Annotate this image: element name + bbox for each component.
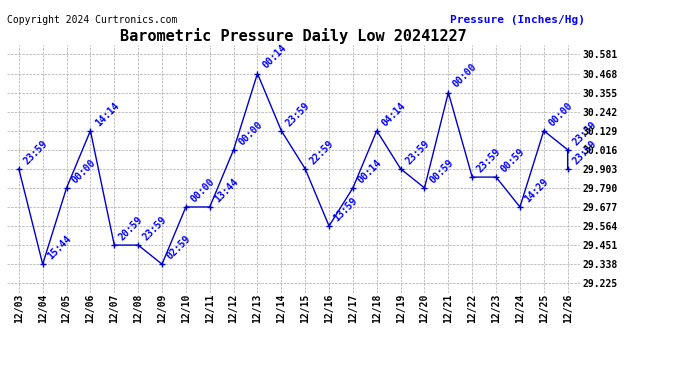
Text: 23:59: 23:59 xyxy=(571,119,598,147)
Text: 00:00: 00:00 xyxy=(188,176,217,204)
Text: 13:44: 13:44 xyxy=(213,176,240,204)
Text: 13:59: 13:59 xyxy=(332,195,359,223)
Text: 22:59: 22:59 xyxy=(308,138,336,166)
Text: 00:59: 00:59 xyxy=(499,147,526,174)
Text: 02:59: 02:59 xyxy=(165,234,193,261)
Text: 23:59: 23:59 xyxy=(284,100,312,128)
Text: 00:00: 00:00 xyxy=(451,62,479,90)
Text: 20:59: 20:59 xyxy=(117,214,145,242)
Text: 15:44: 15:44 xyxy=(46,234,73,261)
Text: 23:59: 23:59 xyxy=(571,138,598,166)
Text: 23:59: 23:59 xyxy=(21,138,50,166)
Text: 14:29: 14:29 xyxy=(523,176,551,204)
Text: 14:14: 14:14 xyxy=(93,100,121,128)
Text: 00:14: 00:14 xyxy=(260,43,288,71)
Text: 04:14: 04:14 xyxy=(380,100,407,128)
Text: 00:00: 00:00 xyxy=(546,100,575,128)
Text: 23:59: 23:59 xyxy=(141,214,169,242)
Text: 00:59: 00:59 xyxy=(427,157,455,185)
Text: Copyright 2024 Curtronics.com: Copyright 2024 Curtronics.com xyxy=(7,15,177,25)
Text: 00:00: 00:00 xyxy=(69,157,97,185)
Text: 23:59: 23:59 xyxy=(475,147,503,174)
Text: 00:00: 00:00 xyxy=(237,119,264,147)
Text: 00:14: 00:14 xyxy=(355,157,384,185)
Title: Barometric Pressure Daily Low 20241227: Barometric Pressure Daily Low 20241227 xyxy=(120,28,466,44)
Text: 23:59: 23:59 xyxy=(404,138,431,166)
Text: Pressure (Inches/Hg): Pressure (Inches/Hg) xyxy=(451,15,585,25)
